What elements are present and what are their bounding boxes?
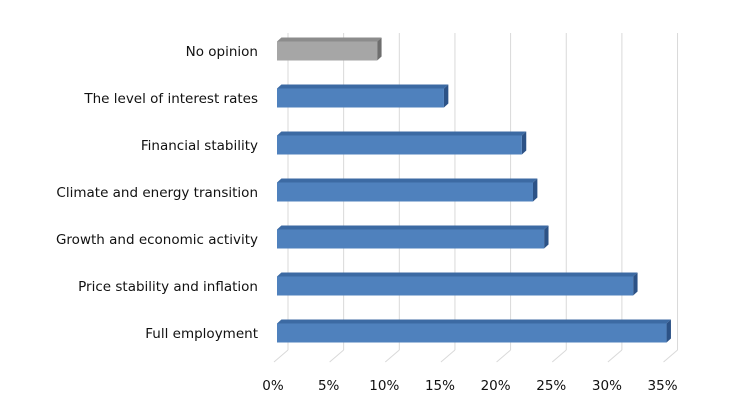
x-tick-label: 15% [425, 378, 455, 394]
bar-side [532, 178, 538, 202]
category-label: No opinion [186, 44, 258, 60]
gridline-floor [551, 349, 567, 363]
bar-top [277, 272, 638, 277]
x-tick-label: 35% [648, 378, 678, 394]
category-label: Full employment [145, 326, 258, 342]
gridline-floor [496, 349, 511, 363]
bar [277, 323, 667, 343]
gridline-floor [663, 349, 678, 363]
x-tick-label: 0% [262, 378, 284, 394]
gridline-floor [607, 349, 623, 363]
bar-top [277, 319, 671, 324]
x-tick-label: 20% [481, 378, 511, 394]
x-tick-label: 5% [318, 378, 340, 394]
category-label: Price stability and inflation [78, 279, 258, 295]
bar-top [277, 131, 527, 136]
bar-top [277, 178, 538, 183]
bar-side [666, 319, 671, 343]
x-tick-label: 30% [592, 378, 622, 394]
bar-side [377, 37, 382, 61]
bar [277, 88, 444, 108]
x-tick-label: 10% [369, 378, 399, 394]
category-label: Climate and energy transition [56, 185, 258, 201]
bar [277, 229, 545, 249]
category-label: Financial stability [141, 138, 258, 154]
category-label: The level of interest rates [83, 91, 258, 107]
category-label: Growth and economic activity [56, 232, 258, 248]
bar-side [521, 131, 527, 155]
bar [277, 41, 378, 61]
gridline-floor [329, 349, 344, 363]
x-tick-label: 25% [536, 378, 566, 394]
gridline-floor [273, 349, 289, 363]
bar-side [633, 272, 638, 296]
gridline-floor [384, 349, 400, 363]
gridline-floor [440, 349, 456, 363]
bar-top [277, 84, 449, 89]
bar-top [277, 37, 382, 42]
bar [277, 182, 533, 202]
bar-side [443, 84, 449, 108]
bar [277, 276, 634, 296]
bar [277, 135, 522, 155]
bar-side [544, 225, 549, 249]
bar-top [277, 225, 549, 230]
